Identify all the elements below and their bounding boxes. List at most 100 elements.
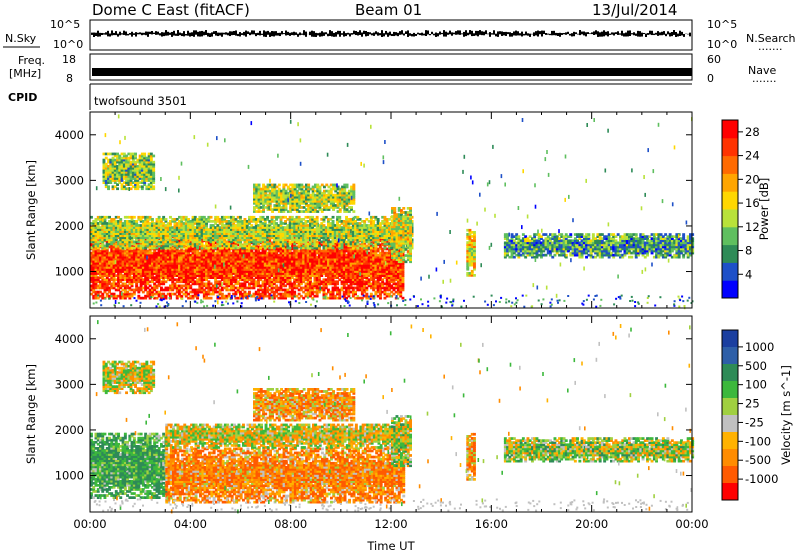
- range-cell: [146, 274, 150, 277]
- range-cell: [187, 255, 190, 259]
- range-cell: [157, 294, 161, 298]
- nave-label: Nave: [748, 64, 776, 77]
- range-cell: [173, 282, 177, 286]
- range-cell: [128, 286, 132, 290]
- range-cell: [193, 266, 197, 269]
- range-cell: [112, 251, 116, 255]
- range-cell: [112, 294, 116, 298]
- range-cell: [182, 262, 186, 265]
- range-cell: [130, 257, 134, 261]
- range-cell: [110, 286, 114, 290]
- range-cell: [110, 278, 114, 282]
- range-cell: [117, 266, 120, 269]
- range-cell: [117, 272, 120, 275]
- range-cell: [175, 270, 179, 273]
- range-cell: [148, 255, 152, 259]
- range-cell: [139, 255, 143, 259]
- range-cell: [191, 276, 195, 279]
- range-cell: [189, 257, 193, 261]
- range-cell: [135, 264, 139, 267]
- range-cell: [164, 251, 168, 255]
- range-cell: [94, 266, 98, 269]
- range-cell: [137, 251, 141, 255]
- range-cell: [187, 286, 190, 290]
- range-cell: [92, 280, 96, 284]
- range-cell: [128, 255, 132, 259]
- power-heatmap: [90, 114, 695, 310]
- range-cell: [132, 274, 136, 277]
- range-cell: [187, 274, 190, 277]
- range-cell: [141, 280, 145, 284]
- range-cell: [151, 272, 154, 275]
- range-cell: [123, 286, 127, 290]
- range-cell: [123, 266, 127, 269]
- range-cell: [171, 284, 175, 288]
- range-cell: [162, 264, 166, 267]
- range-cell: [135, 253, 139, 257]
- range-cell: [155, 268, 159, 271]
- range-cell: [121, 278, 125, 282]
- range-cell: [187, 284, 190, 288]
- range-cell: [123, 288, 127, 292]
- range-cell: [132, 251, 136, 255]
- range-cell: [155, 270, 159, 273]
- range-cell: [132, 268, 136, 271]
- range-cell: [146, 264, 150, 267]
- range-cell: [119, 259, 123, 263]
- noise-left-tick-low: 10^0: [53, 38, 83, 51]
- range-cell: [130, 276, 134, 279]
- range-cell: [162, 255, 166, 259]
- range-cell: [162, 272, 166, 275]
- range-cell: [141, 282, 145, 286]
- range-cell: [108, 294, 111, 298]
- range-cell: [135, 262, 139, 265]
- range-cell: [193, 274, 197, 277]
- range-cell: [191, 274, 195, 277]
- range-cell: [162, 292, 166, 296]
- range-cell: [166, 257, 170, 261]
- range-cell: [117, 253, 120, 257]
- range-cell: [132, 215, 136, 219]
- range-cell: [180, 255, 184, 259]
- range-cell: [175, 294, 179, 298]
- range-cell: [137, 264, 141, 267]
- range-cell: [144, 286, 148, 290]
- range-cell: [92, 286, 96, 290]
- range-cell: [160, 276, 163, 279]
- range-cell: [101, 268, 105, 271]
- range-cell: [184, 274, 188, 277]
- range-cell: [209, 215, 213, 219]
- range-cell: [191, 270, 195, 273]
- range-cell: [175, 266, 179, 269]
- range-cell: [153, 257, 157, 261]
- range-cell: [112, 276, 116, 279]
- range-cell: [178, 264, 181, 267]
- range-cell: [160, 288, 163, 292]
- range-cell: [94, 253, 98, 257]
- range-cell: [135, 266, 139, 269]
- range-cell: [90, 266, 93, 269]
- range-cell: [146, 294, 150, 298]
- range-cell: [184, 280, 188, 284]
- range-cell: [141, 272, 145, 275]
- range-cell: [108, 257, 111, 261]
- range-cell: [191, 268, 195, 271]
- beam-label: Beam 01: [355, 1, 422, 19]
- range-cell: [128, 257, 132, 261]
- range-cell: [108, 268, 111, 271]
- range-cell: [175, 288, 179, 292]
- range-cell: [101, 270, 105, 273]
- range-cell: [137, 270, 141, 273]
- range-cell: [132, 249, 136, 253]
- range-cell: [187, 266, 190, 269]
- range-cell: [146, 259, 150, 263]
- range-cell: [108, 245, 111, 249]
- range-cell: [193, 268, 197, 271]
- range-cell: [130, 278, 134, 282]
- range-cell: [108, 278, 111, 282]
- range-cell: [155, 278, 159, 282]
- range-cell: [144, 278, 148, 282]
- range-cell: [112, 257, 116, 261]
- range-cell: [121, 255, 125, 259]
